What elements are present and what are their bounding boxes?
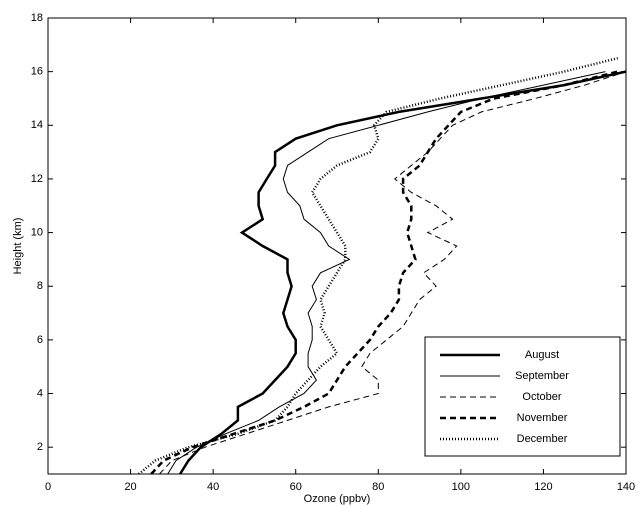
x-tick-label: 140 bbox=[617, 481, 635, 493]
x-tick-label: 120 bbox=[534, 481, 552, 493]
x-axis-label: Ozone (ppbv) bbox=[304, 493, 371, 505]
legend-label: September bbox=[515, 370, 569, 382]
y-tick-label: 16 bbox=[31, 66, 43, 78]
legend-label: November bbox=[517, 412, 568, 424]
y-tick-label: 18 bbox=[31, 12, 43, 24]
y-tick-label: 8 bbox=[37, 280, 43, 292]
plot-frame bbox=[47, 17, 627, 475]
y-tick-label: 14 bbox=[31, 119, 43, 131]
legend-label: October bbox=[522, 391, 561, 403]
y-tick-label: 4 bbox=[37, 387, 43, 399]
series-line bbox=[167, 71, 606, 474]
x-tick-label: 20 bbox=[124, 481, 136, 493]
series-line bbox=[138, 56, 619, 474]
series-line bbox=[159, 71, 626, 474]
y-tick-label: 12 bbox=[31, 173, 43, 185]
y-axis-label: Height (km) bbox=[12, 218, 24, 275]
x-tick-label: 60 bbox=[290, 481, 302, 493]
legend-label: August bbox=[525, 349, 559, 361]
y-tick-label: 10 bbox=[31, 226, 43, 238]
x-tick-label: 80 bbox=[372, 481, 384, 493]
legend-label: December bbox=[517, 433, 568, 445]
y-tick-label: 6 bbox=[37, 334, 43, 346]
x-tick-label: 40 bbox=[207, 481, 219, 493]
legend-box bbox=[424, 336, 621, 457]
x-tick-label: 100 bbox=[452, 481, 470, 493]
series-line bbox=[179, 70, 626, 474]
series-line bbox=[150, 70, 619, 474]
x-tick-label: 0 bbox=[45, 481, 51, 493]
y-tick-label: 2 bbox=[37, 441, 43, 453]
